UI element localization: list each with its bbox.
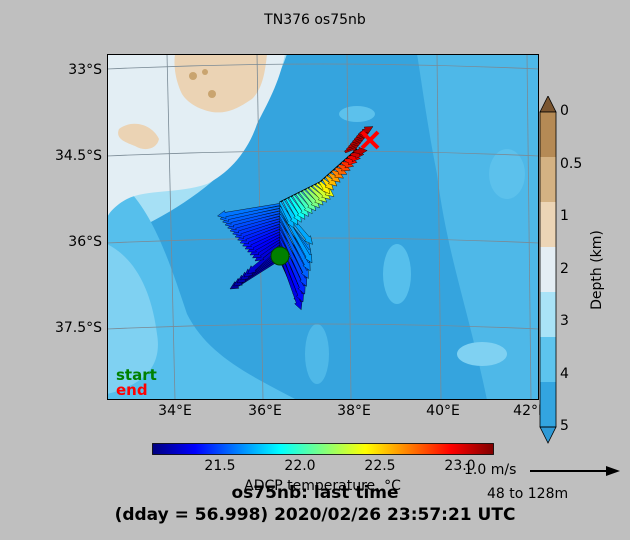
depth-tick-5: 5	[560, 418, 569, 434]
depth-colorbar-segment	[540, 382, 556, 428]
graticule	[107, 54, 539, 400]
highland	[202, 69, 208, 75]
current-vector	[295, 192, 313, 215]
depth-tick-2: 2	[560, 261, 569, 277]
current-vectors	[217, 126, 374, 311]
footer-line-1: os75nb: last time	[231, 483, 399, 503]
temperature-colorbar-label: ADCP temperature, °C	[244, 478, 401, 494]
current-vector	[282, 199, 298, 226]
seamount-area	[107, 244, 158, 394]
lon-label-34e: 34°E	[158, 403, 192, 419]
current-vector	[278, 201, 295, 229]
depth-tick-4: 4	[560, 366, 569, 382]
depth-tick-0: 0	[560, 103, 569, 119]
land-patch	[118, 123, 159, 150]
current-vector	[322, 178, 334, 191]
depth-colorbar-label: Depth (km)	[589, 230, 605, 310]
current-vector	[285, 197, 302, 223]
temp-tick-23-0: 23.0	[444, 458, 476, 474]
highland	[208, 90, 216, 98]
legend-start: start	[116, 366, 157, 384]
depth-patch	[339, 106, 375, 122]
map-area	[107, 54, 539, 400]
velocity-scale-label: 1.0 m/s	[464, 462, 517, 478]
lon-label-40e: 40°E	[426, 403, 460, 419]
legend-end: end	[116, 381, 148, 399]
current-vector	[298, 191, 317, 212]
current-vector	[292, 194, 309, 217]
depth-colorbar-segment	[540, 112, 556, 158]
current-vector	[325, 175, 338, 187]
depth-colorbar-segment	[540, 157, 556, 203]
depth-colorbar-segment	[540, 337, 556, 383]
lon-label-38e: 38°E	[337, 403, 371, 419]
depth-colorbar-segment	[540, 247, 556, 293]
depth-patch	[457, 342, 507, 366]
lon-label-36e: 36°E	[248, 403, 282, 419]
lat-label-36s: 36°S	[68, 234, 102, 250]
temp-tick-22-0: 22.0	[284, 458, 316, 474]
depth-tick-0-5: 0.5	[560, 156, 583, 172]
temp-tick-22-5: 22.5	[364, 458, 396, 474]
depth-colorbar-segment	[540, 292, 556, 338]
current-vector	[318, 181, 331, 195]
land-mass	[174, 54, 267, 113]
depth-tick-1: 1	[560, 208, 569, 224]
depth-patch	[489, 149, 525, 199]
ridge-area	[417, 54, 539, 400]
start-marker	[270, 246, 290, 266]
depth-patch	[305, 324, 329, 384]
current-vector	[278, 229, 308, 287]
footer-line-2: (dday = 56.998) 2020/02/26 23:57:21 UTC	[114, 505, 516, 525]
lon-label-42e: 42°E	[513, 403, 547, 419]
velocity-scale-arrow	[530, 466, 620, 476]
current-vector	[328, 172, 341, 183]
depth-tick-3: 3	[560, 313, 569, 329]
current-vector	[278, 221, 309, 279]
depth-range-label: 48 to 128m	[487, 486, 569, 502]
current-vector	[217, 203, 281, 219]
lat-label-34-5s: 34.5°S	[54, 148, 102, 164]
depth-colorbar	[539, 96, 557, 444]
end-marker	[360, 130, 380, 150]
temp-tick-21-5: 21.5	[204, 458, 236, 474]
depth-patch	[383, 244, 411, 304]
lat-label-33s: 33°S	[68, 62, 102, 78]
map-frame	[107, 54, 539, 400]
depth-colorbar-segment	[540, 202, 556, 248]
figure-title: TN376 os75nb	[264, 12, 366, 28]
highland	[189, 72, 197, 80]
temperature-colorbar	[152, 443, 494, 455]
current-vector	[278, 214, 311, 272]
current-vector	[288, 196, 306, 220]
lat-label-37-5s: 37.5°S	[54, 320, 102, 336]
